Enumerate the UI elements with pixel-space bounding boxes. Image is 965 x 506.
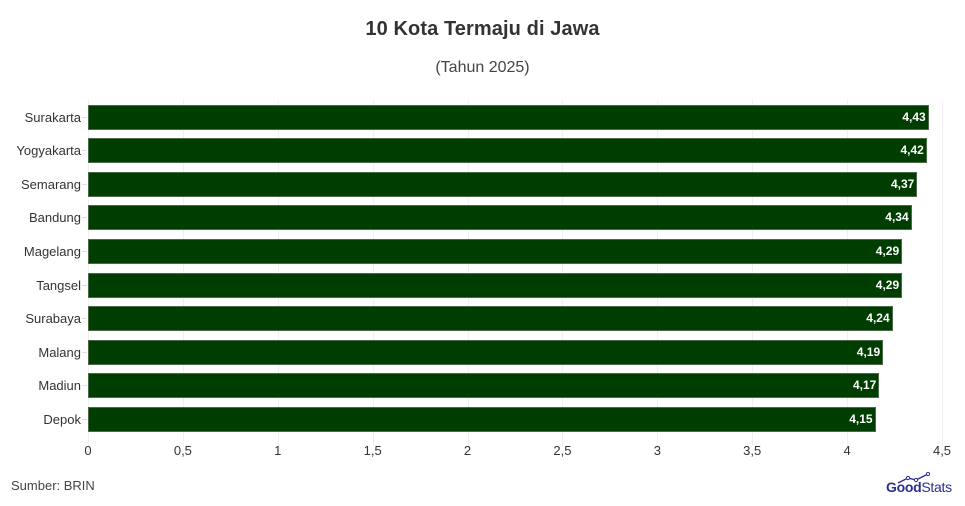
category-label: Bandung	[28, 210, 81, 226]
x-tick-label: 1,5	[363, 443, 382, 458]
source-note: Sumber: BRIN	[11, 478, 95, 493]
y-tick-mark	[82, 217, 87, 219]
category-label: Semarang	[21, 176, 81, 192]
bar-value-label: 4,29	[875, 243, 900, 258]
y-tick-mark	[82, 418, 87, 420]
logo-text: GoodStats	[886, 479, 952, 495]
x-tick-label: 1	[274, 443, 282, 458]
bar-value-label: 4,29	[875, 277, 900, 292]
plot-area: Surakarta 4,43 Yogyakarta 4,42 Semarang 4,37 B…	[16, 100, 943, 446]
bar[interactable]: 4,37	[88, 171, 918, 197]
y-tick-mark	[82, 351, 87, 353]
category-label: Tangsel	[36, 277, 81, 293]
category-label: Depok	[43, 411, 81, 427]
bar-value-label: 4,15	[849, 411, 873, 426]
trend-line-icon	[897, 472, 931, 484]
bar[interactable]: 4,15	[88, 406, 876, 432]
bar[interactable]: 4,29	[88, 272, 903, 298]
bar[interactable]: 4,29	[88, 238, 903, 264]
x-tick-label: 4,5	[932, 443, 952, 458]
category-label: Magelang	[23, 243, 81, 259]
bar-value-label: 4,37	[890, 176, 915, 191]
chart-title: 10 Kota Termaju di Jawa	[365, 18, 600, 40]
bar[interactable]: 4,42	[88, 138, 927, 164]
bar[interactable]: 4,19	[88, 339, 884, 365]
y-tick-mark	[82, 183, 87, 185]
logo-text-bold: Good	[886, 479, 922, 495]
bar-value-label: 4,43	[902, 109, 926, 124]
x-tick-label: 3	[653, 443, 661, 458]
bar[interactable]: 4,24	[88, 306, 893, 332]
bar-value-label: 4,24	[866, 311, 890, 326]
logo-text-light: Stats	[921, 479, 952, 495]
bar-value-label: 4,17	[853, 378, 877, 393]
x-tick-label: 3,5	[743, 443, 762, 458]
y-tick-mark	[82, 284, 87, 286]
y-tick-mark	[82, 318, 87, 320]
x-tick-label: 0,5	[173, 443, 192, 458]
y-tick-mark	[82, 250, 87, 252]
bar-value-label: 4,42	[900, 143, 924, 158]
category-label: Yogyakarta	[16, 143, 81, 159]
category-label: Madiun	[38, 378, 81, 394]
bar[interactable]: 4,34	[88, 205, 912, 231]
gridline	[942, 100, 943, 446]
category-label: Surabaya	[25, 311, 81, 327]
goodstats-logo: GoodStats	[886, 472, 958, 496]
bar-value-label: 4,19	[856, 344, 881, 359]
chart-subtitle: (Tahun 2025)	[435, 59, 530, 76]
y-tick-mark	[82, 116, 87, 118]
bar[interactable]: 4,43	[88, 104, 929, 130]
x-tick-label: 2	[463, 443, 472, 458]
x-tick-label: 2,5	[553, 443, 572, 458]
y-tick-mark	[82, 385, 87, 387]
bar-value-label: 4,34	[885, 210, 909, 225]
x-tick-label: 4	[843, 443, 851, 458]
bar[interactable]: 4,17	[88, 373, 880, 399]
y-tick-mark	[82, 150, 87, 152]
category-label: Surakarta	[24, 109, 81, 125]
category-label: Malang	[38, 344, 81, 360]
x-tick-label: 0	[84, 443, 92, 458]
